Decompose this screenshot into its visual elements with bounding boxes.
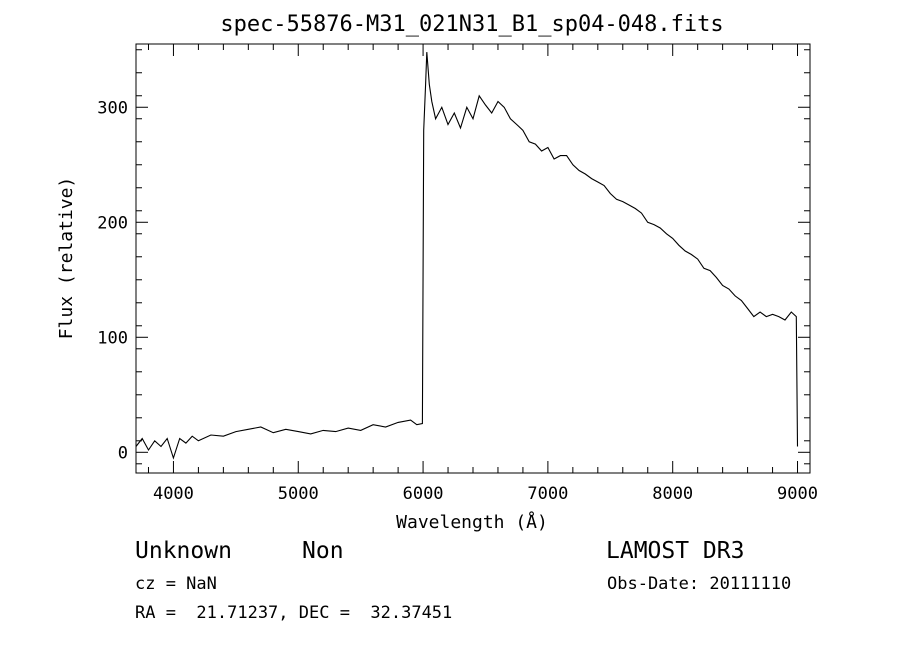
x-tick-label: 6000: [403, 484, 444, 504]
chart-title: spec-55876-M31_021N31_B1_sp04-048.fits: [220, 12, 723, 37]
subclass-label: Non: [302, 538, 344, 564]
spectrum-series-line: [135, 52, 799, 460]
spectrum-chart: spec-55876-M31_021N31_B1_sp04-048.fits 4…: [56, 12, 818, 533]
survey-label: LAMOST DR3: [606, 538, 745, 564]
x-tick-label: 5000: [278, 484, 319, 504]
y-axis: 0 100 200 300: [97, 49, 810, 465]
y-tick-label: 300: [97, 98, 128, 118]
y-tick-label: 0: [118, 443, 128, 463]
y-axis-label: Flux (relative): [56, 177, 77, 340]
x-tick-label: 9000: [777, 484, 818, 504]
y-tick-label: 200: [97, 213, 128, 233]
x-tick-label: 7000: [527, 484, 568, 504]
x-axis-label: Wavelength (Å): [396, 511, 548, 533]
obs-date-label: Obs-Date: 20111110: [607, 574, 792, 594]
coordinates-label: RA = 21.71237, DEC = 32.37451: [135, 603, 453, 623]
x-tick-label: 8000: [652, 484, 693, 504]
x-axis: 4000 5000 6000 7000 8000 9000: [147, 44, 818, 504]
x-tick-label: 4000: [153, 484, 194, 504]
redshift-label: cz = NaN: [135, 574, 217, 594]
plot-frame: [135, 43, 811, 474]
y-tick-label: 100: [97, 328, 128, 348]
object-class-label: Unknown: [135, 538, 232, 564]
